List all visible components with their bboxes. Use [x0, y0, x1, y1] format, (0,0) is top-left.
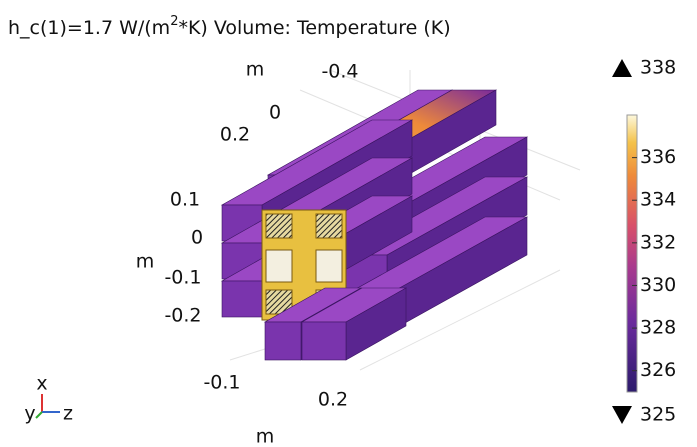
plot-title: Volume: Temperature (K) [214, 17, 451, 39]
axis-tick-label: 0.1 [170, 189, 200, 211]
axis-label: m [256, 426, 275, 444]
coil-hatch [316, 214, 342, 238]
title-text-end: *K) [178, 17, 207, 39]
colorbar-tick-label: 326 [640, 359, 676, 381]
axis-tick-label: 0 [269, 102, 281, 124]
axis-tick-label: -0.1 [203, 372, 240, 394]
colorbar-tick-label: 332 [640, 231, 676, 253]
min-marker [612, 406, 632, 424]
colorbar-tick-label: 328 [640, 317, 676, 339]
axis-tick-label: 0.2 [220, 124, 250, 146]
triad-x: x [36, 373, 47, 395]
triad: x y z [24, 373, 73, 425]
coil-core [316, 250, 342, 282]
box-front [302, 322, 346, 360]
colorbar-tick-label: 334 [640, 189, 676, 211]
axis-tick-label: -0.4 [321, 61, 358, 83]
colorbar-tick-label: 336 [640, 146, 676, 168]
title: h_c(1)=1.7 W/(m2*K) Volume: Temperature (… [8, 14, 451, 39]
box-front [222, 281, 262, 317]
axis-tick-label: -0.2 [164, 305, 201, 327]
colorbar-tick-label: 330 [640, 274, 676, 296]
plot-window: h_c(1)=1.7 W/(m2*K) Volume: Temperature (… [0, 0, 697, 443]
axis-label: m [136, 251, 155, 273]
colorbar-max: 338 [640, 57, 676, 79]
axis-label: m [246, 59, 265, 81]
max-marker [612, 59, 632, 77]
axis-tick-label: 0 [191, 227, 203, 249]
coil-core [266, 250, 292, 282]
triad-z: z [63, 403, 73, 425]
colorbar-min: 325 [640, 404, 676, 426]
coil-hatch [266, 214, 292, 238]
triad-y: y [24, 403, 35, 425]
box-front [265, 322, 301, 360]
title-text: h_c(1)=1.7 W/(m [8, 17, 170, 39]
colorbar [627, 115, 637, 392]
geometry [222, 90, 527, 360]
axis-tick-label: -0.1 [164, 267, 201, 289]
title-superscript: 2 [170, 14, 178, 29]
axis-tick-label: 0.2 [318, 389, 348, 411]
